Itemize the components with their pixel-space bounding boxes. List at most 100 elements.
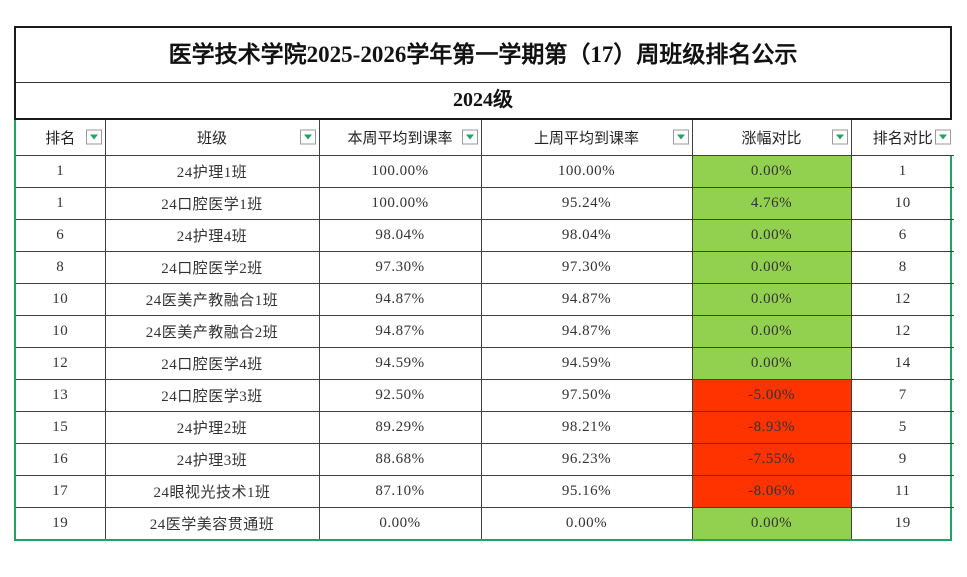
cell-this-week: 94.59% — [318, 346, 482, 380]
column-header-class: 班级 — [104, 120, 320, 156]
table-row: 1 24护理1班 100.00% 100.00% 0.00% 1 — [16, 154, 954, 188]
cell-rank: 10 — [16, 282, 106, 316]
column-header-label: 上周平均到课率 — [533, 130, 639, 147]
cell-change: 0.00% — [691, 314, 852, 348]
cell-this-week: 88.68% — [318, 442, 482, 476]
cell-last-week: 100.00% — [480, 154, 693, 188]
filter-dropdown-button[interactable] — [935, 129, 951, 145]
cell-change: -5.00% — [691, 378, 852, 412]
page-title: 医学技术学院2025-2026学年第一学期第（17）周班级排名公示 — [16, 28, 950, 83]
cell-last-week: 97.30% — [480, 250, 693, 284]
title-block: 医学技术学院2025-2026学年第一学期第（17）周班级排名公示 2024级 — [14, 26, 952, 120]
cell-rank-compare: 14 — [850, 346, 954, 380]
filter-arrow-icon — [303, 134, 312, 140]
cell-this-week: 97.30% — [318, 250, 482, 284]
cell-class-name: 24口腔医学1班 — [104, 186, 320, 220]
cell-last-week: 98.21% — [480, 410, 693, 444]
table-row: 16 24护理3班 88.68% 96.23% -7.55% 9 — [16, 442, 954, 476]
filter-arrow-icon — [676, 134, 685, 140]
cell-last-week: 0.00% — [480, 506, 693, 539]
table-body: 1 24护理1班 100.00% 100.00% 0.00% 1 1 24口腔医学1班 100.… — [16, 154, 954, 539]
cell-rank: 8 — [16, 250, 106, 284]
filter-range: 排名 班级 本周平均到课率 上周平均到课率 — [14, 120, 954, 541]
filter-dropdown-button[interactable] — [672, 129, 689, 145]
cell-change: 0.00% — [691, 250, 852, 284]
cell-this-week: 100.00% — [318, 186, 482, 220]
cell-class-name: 24口腔医学3班 — [104, 378, 320, 412]
table-row: 6 24护理4班 98.04% 98.04% 0.00% 6 — [16, 218, 954, 252]
table-row: 19 24医学美容贯通班 0.00% 0.00% 0.00% 19 — [16, 506, 954, 539]
cell-class-name: 24医美产教融合1班 — [104, 282, 320, 316]
cell-rank-compare: 12 — [850, 314, 954, 348]
filter-arrow-icon — [939, 134, 947, 140]
cell-this-week: 94.87% — [318, 314, 482, 348]
cell-rank-compare: 9 — [850, 442, 954, 476]
cell-class-name: 24医美产教融合2班 — [104, 314, 320, 348]
grade-subtitle: 2024级 — [453, 89, 513, 111]
cell-class-name: 24眼视光技术1班 — [104, 474, 320, 508]
column-header-last-week-rate: 上周平均到课率 — [480, 120, 693, 156]
cell-this-week: 89.29% — [318, 410, 482, 444]
filter-dropdown-button[interactable] — [299, 129, 316, 145]
cell-change: -7.55% — [691, 442, 852, 476]
table-row: 13 24口腔医学3班 92.50% 97.50% -5.00% 7 — [16, 378, 954, 412]
cell-last-week: 94.87% — [480, 282, 693, 316]
header-row: 排名 班级 本周平均到课率 上周平均到课率 — [16, 120, 954, 156]
cell-rank-compare: 1 — [850, 154, 954, 188]
table-row: 15 24护理2班 89.29% 98.21% -8.93% 5 — [16, 410, 954, 444]
cell-rank: 1 — [16, 154, 106, 188]
column-header-label: 涨幅对比 — [741, 130, 802, 147]
cell-rank-compare: 12 — [850, 282, 954, 316]
table-row: 10 24医美产教融合2班 94.87% 94.87% 0.00% 12 — [16, 314, 954, 348]
cell-class-name: 24护理4班 — [104, 218, 320, 252]
column-header-label: 排名 — [45, 130, 76, 147]
cell-change: 0.00% — [691, 218, 852, 252]
ranking-table: 排名 班级 本周平均到课率 上周平均到课率 — [16, 120, 954, 539]
filter-dropdown-button[interactable] — [461, 129, 478, 145]
cell-rank: 17 — [16, 474, 106, 508]
column-header-this-week-rate: 本周平均到课率 — [318, 120, 482, 156]
cell-rank: 13 — [16, 378, 106, 412]
cell-change: 0.00% — [691, 506, 852, 539]
cell-this-week: 87.10% — [318, 474, 482, 508]
table-row: 17 24眼视光技术1班 87.10% 95.16% -8.06% 11 — [16, 474, 954, 508]
cell-rank: 6 — [16, 218, 106, 252]
cell-rank-compare: 10 — [850, 186, 954, 220]
cell-this-week: 92.50% — [318, 378, 482, 412]
cell-last-week: 95.16% — [480, 474, 693, 508]
cell-rank-compare: 6 — [850, 218, 954, 252]
table-row: 12 24口腔医学4班 94.59% 94.59% 0.00% 14 — [16, 346, 954, 380]
cell-this-week: 100.00% — [318, 154, 482, 188]
filter-arrow-icon — [835, 134, 844, 140]
cell-rank: 12 — [16, 346, 106, 380]
cell-change: 4.76% — [691, 186, 852, 220]
cell-rank-compare: 7 — [850, 378, 954, 412]
cell-class-name: 24口腔医学2班 — [104, 250, 320, 284]
column-header-label: 班级 — [196, 130, 227, 147]
cell-rank-compare: 19 — [850, 506, 954, 539]
cell-rank: 1 — [16, 186, 106, 220]
cell-class-name: 24护理1班 — [104, 154, 320, 188]
cell-rank-compare: 8 — [850, 250, 954, 284]
cell-change: -8.06% — [691, 474, 852, 508]
column-header-rank: 排名 — [16, 120, 106, 156]
filter-arrow-icon — [465, 134, 474, 140]
filter-dropdown-button[interactable] — [831, 129, 848, 145]
cell-last-week: 94.59% — [480, 346, 693, 380]
cell-change: 0.00% — [691, 154, 852, 188]
filter-dropdown-button[interactable] — [85, 129, 102, 145]
cell-rank: 16 — [16, 442, 106, 476]
cell-this-week: 98.04% — [318, 218, 482, 252]
cell-this-week: 94.87% — [318, 282, 482, 316]
ranking-sheet: 医学技术学院2025-2026学年第一学期第（17）周班级排名公示 2024级 … — [14, 26, 954, 541]
cell-rank: 10 — [16, 314, 106, 348]
cell-rank: 19 — [16, 506, 106, 539]
column-header-change: 涨幅对比 — [691, 120, 852, 156]
cell-class-name: 24口腔医学4班 — [104, 346, 320, 380]
table-row: 10 24医美产教融合1班 94.87% 94.87% 0.00% 12 — [16, 282, 954, 316]
cell-class-name: 24护理3班 — [104, 442, 320, 476]
cell-change: 0.00% — [691, 282, 852, 316]
cell-class-name: 24护理2班 — [104, 410, 320, 444]
cell-last-week: 97.50% — [480, 378, 693, 412]
table-row: 1 24口腔医学1班 100.00% 95.24% 4.76% 10 — [16, 186, 954, 220]
